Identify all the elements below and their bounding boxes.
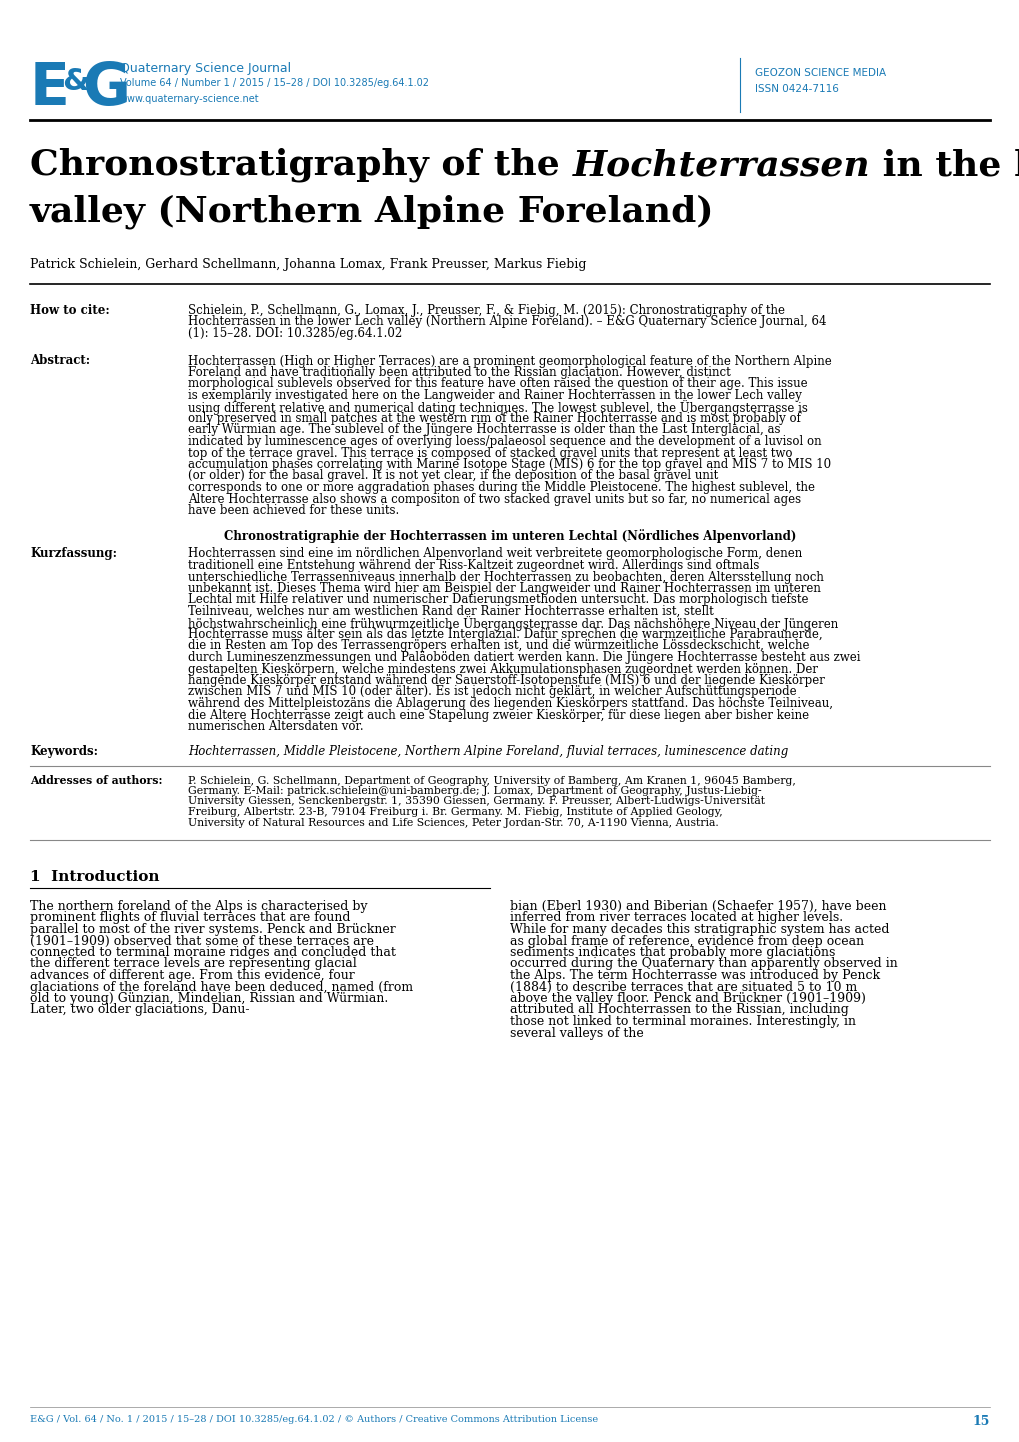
Text: the different terrace levels are representing glacial: the different terrace levels are represe… xyxy=(30,957,357,970)
Text: accumulation phases correlating with Marine Isotope Stage (MIS) 6 for the top gr: accumulation phases correlating with Mar… xyxy=(187,459,830,472)
Text: Germany. E-Mail: patrick.schielein@uni-bamberg.de; J. Lomax, Department of Geogr: Germany. E-Mail: patrick.schielein@uni-b… xyxy=(187,786,761,796)
Text: While for many decades this stratigraphic system has acted: While for many decades this stratigraphi… xyxy=(510,923,889,936)
Text: hangende Kieskörper entstand während der Sauerstoff-Isotopenstufe (MIS) 6 und de: hangende Kieskörper entstand während der… xyxy=(187,673,824,686)
Text: Hochterrassen sind eine im nördlichen Alpenvorland weit verbreitete geomorpholog: Hochterrassen sind eine im nördlichen Al… xyxy=(187,548,802,561)
Text: as global frame of reference, evidence from deep ocean: as global frame of reference, evidence f… xyxy=(510,934,863,947)
Text: valley (Northern Alpine Foreland): valley (Northern Alpine Foreland) xyxy=(30,195,714,229)
Text: bian (Eberl 1930) and Biberian (Schaefer 1957), have been: bian (Eberl 1930) and Biberian (Schaefer… xyxy=(510,900,886,913)
Text: die in Resten am Top des Terrassengröpers erhalten ist, und die würmzeitliche Lö: die in Resten am Top des Terrassengröper… xyxy=(187,639,809,652)
Text: parallel to most of the river systems. Penck and Brückner: parallel to most of the river systems. P… xyxy=(30,923,395,936)
Text: Addresses of authors:: Addresses of authors: xyxy=(30,776,162,786)
Text: occurred during the Quaternary than apparently observed in: occurred during the Quaternary than appa… xyxy=(510,957,897,970)
Text: während des Mittelpleistozäns die Ablagerung des liegenden Kieskörpers stattfand: während des Mittelpleistozäns die Ablage… xyxy=(187,696,833,709)
Text: Teilniveau, welches nur am westlichen Rand der Rainer Hochterrasse erhalten ist,: Teilniveau, welches nur am westlichen Ra… xyxy=(187,606,713,619)
Text: unterschiedliche Terrassenniveaus innerhalb der Hochterrassen zu beobachten, der: unterschiedliche Terrassenniveaus innerh… xyxy=(187,571,823,584)
Text: is exemplarily investigated here on the Langweider and Rainer Hochterrassen in t: is exemplarily investigated here on the … xyxy=(187,389,801,402)
Text: Hochterrassen (High or Higher Terraces) are a prominent geomorphological feature: Hochterrassen (High or Higher Terraces) … xyxy=(187,355,830,368)
Text: old to young) Günzian, Mindelian, Rissian and Würmian.: old to young) Günzian, Mindelian, Rissia… xyxy=(30,992,388,1005)
Text: Quaternary Science Journal: Quaternary Science Journal xyxy=(120,62,290,75)
Text: attributed all Hochterrassen to the Rissian, including: attributed all Hochterrassen to the Riss… xyxy=(510,1004,848,1017)
Text: The northern foreland of the Alps is characterised by: The northern foreland of the Alps is cha… xyxy=(30,900,367,913)
Text: Schielein, P., Schellmann, G., Lomax, J., Preusser, F., & Fiebig, M. (2015): Chr: Schielein, P., Schellmann, G., Lomax, J.… xyxy=(187,304,785,317)
Text: early Würmian age. The sublevel of the Jüngere Hochterrasse is older than the La: early Würmian age. The sublevel of the J… xyxy=(187,424,780,437)
Text: zwischen MIS 7 und MIS 10 (oder älter). Es ist jedoch nicht geklärt, in welcher : zwischen MIS 7 und MIS 10 (oder älter). … xyxy=(187,685,796,698)
Text: (or older) for the basal gravel. It is not yet clear, if the deposition of the b: (or older) for the basal gravel. It is n… xyxy=(187,470,717,483)
Text: Volume 64 / Number 1 / 2015 / 15–28 / DOI 10.3285/eg.64.1.02: Volume 64 / Number 1 / 2015 / 15–28 / DO… xyxy=(120,78,429,88)
Text: Lechtal mit Hilfe relativer und numerischer Datierungsmethoden untersucht. Das m: Lechtal mit Hilfe relativer und numerisc… xyxy=(187,594,808,607)
Text: (1884) to describe terraces that are situated 5 to 10 m: (1884) to describe terraces that are sit… xyxy=(510,981,856,994)
Text: ISSN 0424-7116: ISSN 0424-7116 xyxy=(754,84,838,94)
Text: inferred from river terraces located at higher levels.: inferred from river terraces located at … xyxy=(510,911,843,924)
Text: Hochterrassen: Hochterrassen xyxy=(572,149,869,182)
Text: Kurzfassung:: Kurzfassung: xyxy=(30,548,117,561)
Text: Freiburg, Albertstr. 23-B, 79104 Freiburg i. Br. Germany. M. Fiebig, Institute o: Freiburg, Albertstr. 23-B, 79104 Freibur… xyxy=(187,808,722,818)
Text: Abstract:: Abstract: xyxy=(30,355,90,368)
Text: several valleys of the: several valleys of the xyxy=(510,1027,643,1040)
Text: have been achieved for these units.: have been achieved for these units. xyxy=(187,505,398,518)
Text: (1901–1909) observed that some of these terraces are: (1901–1909) observed that some of these … xyxy=(30,934,374,947)
Text: P. Schielein, G. Schellmann, Department of Geography, University of Bamberg, Am : P. Schielein, G. Schellmann, Department … xyxy=(187,776,795,786)
Text: durch Lumineszenzmessungen und Paläoböden datiert werden kann. Die Jüngere Hocht: durch Lumineszenzmessungen und Paläoböde… xyxy=(187,650,860,663)
Text: Hochterrassen in the lower Lech valley (Northern Alpine Foreland). – E&G Quatern: Hochterrassen in the lower Lech valley (… xyxy=(187,316,825,329)
Text: prominent flights of fluvial terraces that are found: prominent flights of fluvial terraces th… xyxy=(30,911,351,924)
Text: www.quaternary-science.net: www.quaternary-science.net xyxy=(120,94,260,104)
Text: höchstwahrscheinlich eine frühwurmzeitliche Übergangsterrasse dar. Das nächshöhe: höchstwahrscheinlich eine frühwurmzeitli… xyxy=(187,617,838,632)
Text: those not linked to terminal moraines. Interestingly, in: those not linked to terminal moraines. I… xyxy=(510,1015,855,1028)
Text: Altere Hochterrasse also shows a compositon of two stacked gravel units but so f: Altere Hochterrasse also shows a composi… xyxy=(187,493,800,506)
Text: Patrick Schielein, Gerhard Schellmann, Johanna Lomax, Frank Preusser, Markus Fie: Patrick Schielein, Gerhard Schellmann, J… xyxy=(30,258,586,271)
Text: How to cite:: How to cite: xyxy=(30,304,110,317)
Text: numerischen Altersdaten vor.: numerischen Altersdaten vor. xyxy=(187,720,363,733)
Text: E&G / Vol. 64 / No. 1 / 2015 / 15–28 / DOI 10.3285/eg.64.1.02 / © Authors / Crea: E&G / Vol. 64 / No. 1 / 2015 / 15–28 / D… xyxy=(30,1415,597,1425)
Text: connected to terminal moraine ridges and concluded that: connected to terminal moraine ridges and… xyxy=(30,946,395,959)
Text: E: E xyxy=(30,61,70,117)
Text: Hochterrassen, Middle Pleistocene, Northern Alpine Foreland, fluvial terraces, l: Hochterrassen, Middle Pleistocene, North… xyxy=(187,746,788,758)
Text: glaciations of the foreland have been deduced, named (from: glaciations of the foreland have been de… xyxy=(30,981,413,994)
Text: Chronostratigraphy of the: Chronostratigraphy of the xyxy=(30,149,572,183)
Text: University of Natural Resources and Life Sciences, Peter Jordan-Str. 70, A-1190 : University of Natural Resources and Life… xyxy=(187,818,718,828)
Text: morphological sublevels observed for this feature have often raised the question: morphological sublevels observed for thi… xyxy=(187,378,807,391)
Text: in the lower Lech: in the lower Lech xyxy=(869,149,1019,182)
Text: Foreland and have traditionally been attributed to the Rissian glaciation. Howev: Foreland and have traditionally been att… xyxy=(187,366,730,379)
Text: the Alps. The term Hochterrasse was introduced by Penck: the Alps. The term Hochterrasse was intr… xyxy=(510,969,879,982)
Text: corresponds to one or more aggradation phases during the Middle Pleistocene. The: corresponds to one or more aggradation p… xyxy=(187,482,814,495)
Text: advances of different age. From this evidence, four: advances of different age. From this evi… xyxy=(30,969,355,982)
Text: Chronostratigraphie der Hochterrassen im unteren Lechtal (Nördliches Alpenvorlan: Chronostratigraphie der Hochterrassen im… xyxy=(223,529,796,544)
Text: traditionell eine Entstehung während der Riss-Kaltzeit zugeordnet wird. Allerdin: traditionell eine Entstehung während der… xyxy=(187,559,758,572)
Text: University Giessen, Senckenbergstr. 1, 35390 Giessen, Germany. F. Preusser, Albe: University Giessen, Senckenbergstr. 1, 3… xyxy=(187,796,764,806)
Text: indicated by luminescence ages of overlying loess/palaeosol sequence and the dev: indicated by luminescence ages of overly… xyxy=(187,435,821,448)
Text: GEOZON SCIENCE MEDIA: GEOZON SCIENCE MEDIA xyxy=(754,68,886,78)
Text: sediments indicates that probably more glaciations: sediments indicates that probably more g… xyxy=(510,946,835,959)
Text: gestapelten Kieskörpern, welche mindestens zwei Akkumulationsphasen zugeordnet w: gestapelten Kieskörpern, welche mindeste… xyxy=(187,662,817,675)
Text: Keywords:: Keywords: xyxy=(30,746,98,758)
Text: top of the terrace gravel. This terrace is composed of stacked gravel units that: top of the terrace gravel. This terrace … xyxy=(187,447,792,460)
Text: die Altere Hochterrasse zeigt auch eine Stapelung zweier Kieskörper, für diese l: die Altere Hochterrasse zeigt auch eine … xyxy=(187,708,808,721)
Text: 1  Introduction: 1 Introduction xyxy=(30,870,159,884)
Text: G: G xyxy=(82,61,129,117)
Text: only preserved in small patches at the western rim of the Rainer Hochterrasse an: only preserved in small patches at the w… xyxy=(187,412,800,425)
Text: 15: 15 xyxy=(972,1415,989,1428)
Text: above the valley floor. Penck and Brückner (1901–1909): above the valley floor. Penck and Brückn… xyxy=(510,992,865,1005)
Text: (1): 15–28. DOI: 10.3285/eg.64.1.02: (1): 15–28. DOI: 10.3285/eg.64.1.02 xyxy=(187,327,401,340)
Text: Hochterrasse muss älter sein als das letzte Interglazial. Dafür sprechen die war: Hochterrasse muss älter sein als das let… xyxy=(187,629,821,642)
Text: unbekannt ist. Dieses Thema wird hier am Beispiel der Langweider und Rainer Hoch: unbekannt ist. Dieses Thema wird hier am… xyxy=(187,583,820,596)
Text: using different relative and numerical dating techniques. The lowest sublevel, t: using different relative and numerical d… xyxy=(187,401,807,415)
Text: Later, two older glaciations, Danu-: Later, two older glaciations, Danu- xyxy=(30,1004,250,1017)
Text: &: & xyxy=(62,66,89,97)
